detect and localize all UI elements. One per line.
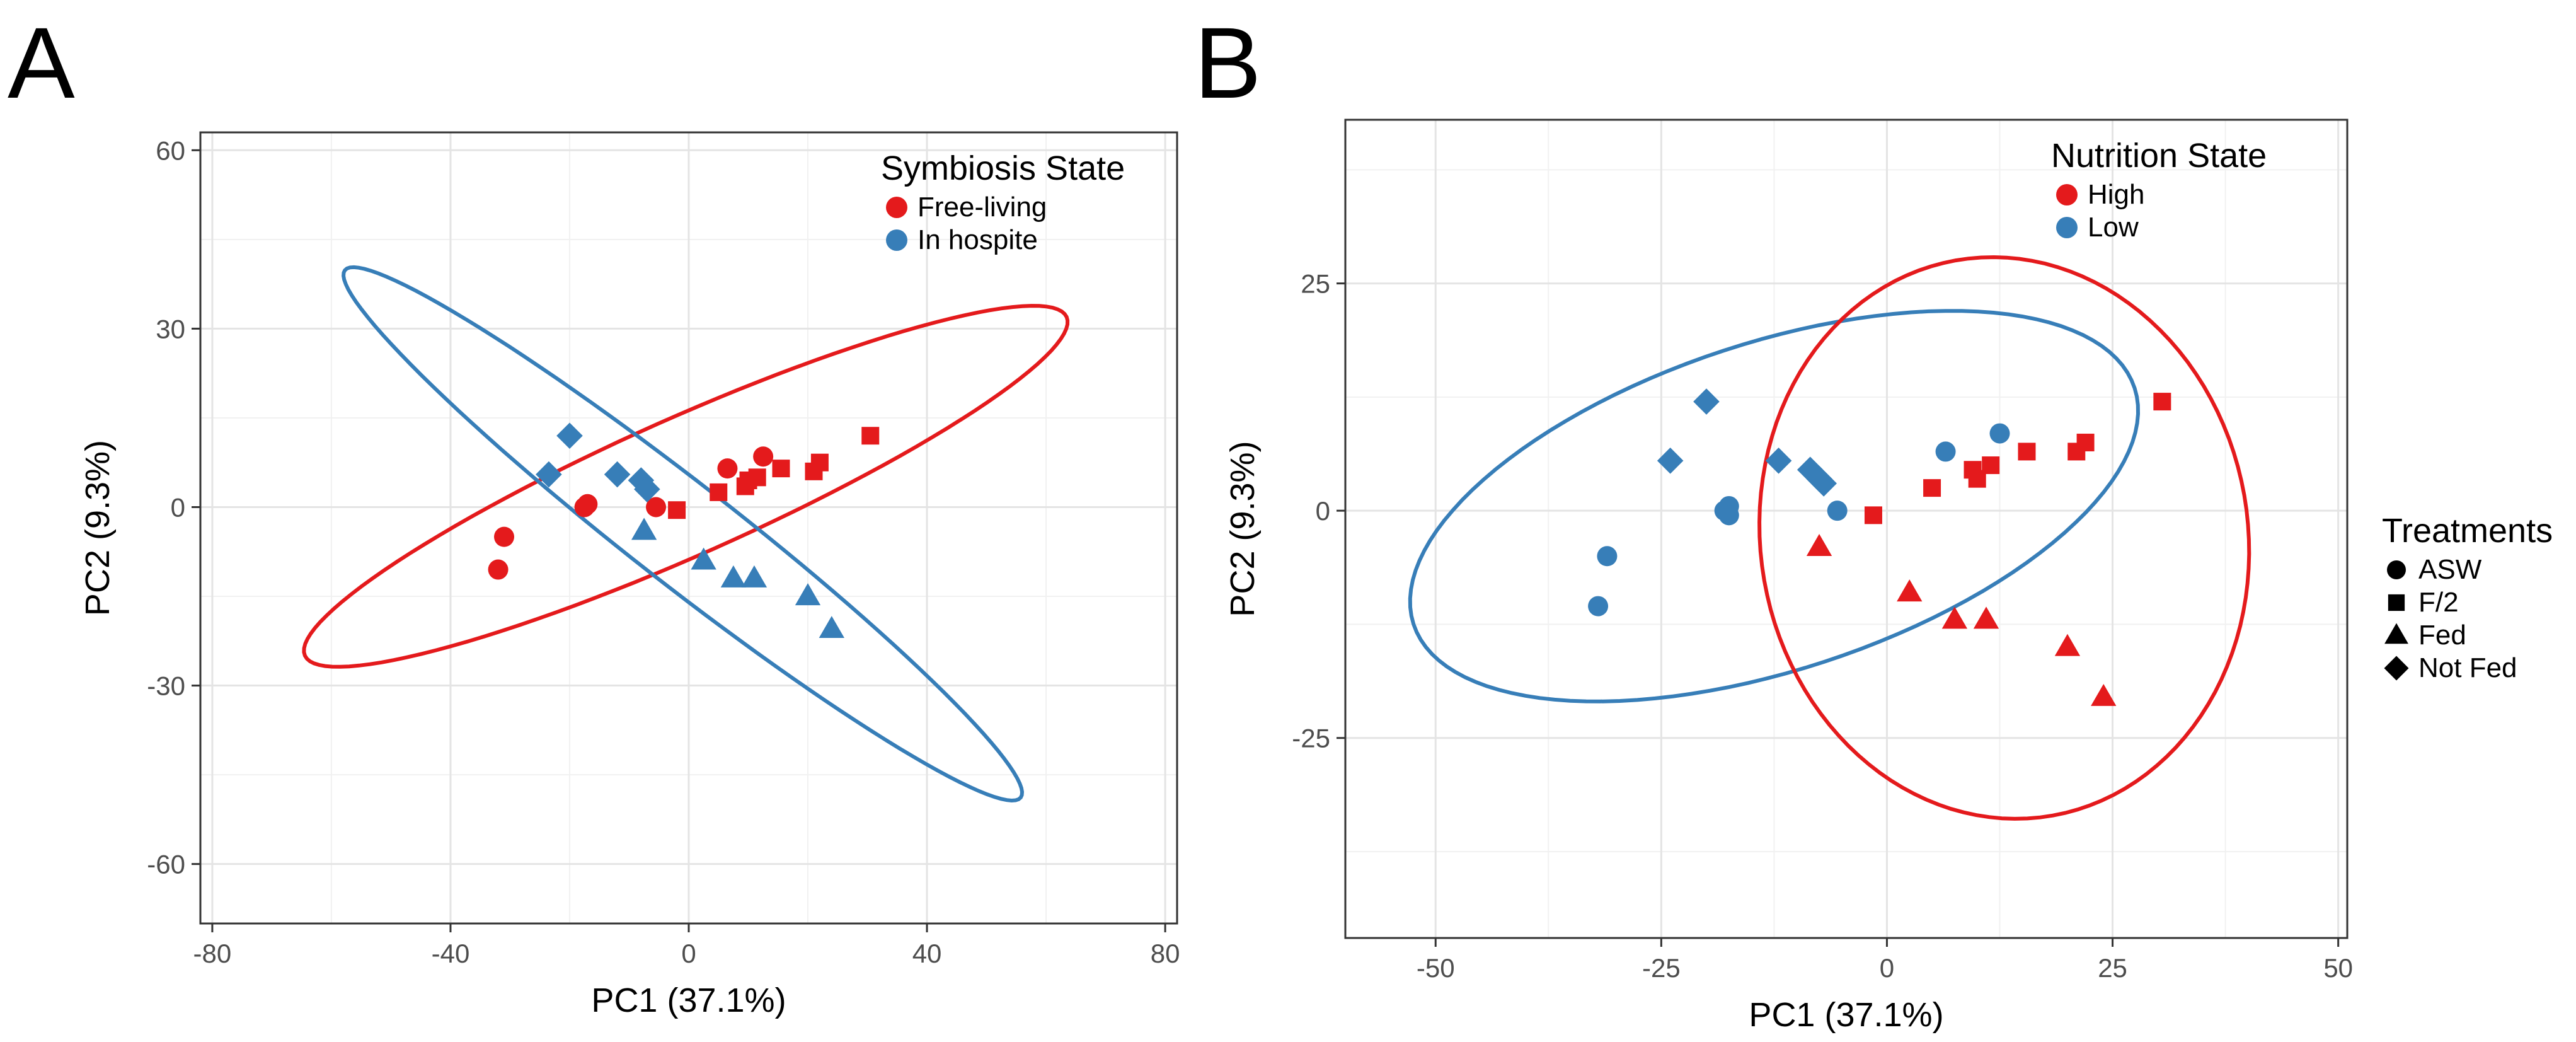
- panel-b-point-high: [1973, 606, 1999, 629]
- treatments-legend-label: Not Fed: [2418, 652, 2517, 683]
- panel-b-ellipse-high: [1757, 255, 2251, 821]
- panel-b-point-high: [2054, 634, 2081, 656]
- treatments-legend-key: [2384, 623, 2408, 644]
- panel-label-a: A: [8, 6, 75, 119]
- treatments-legend-key: [2384, 656, 2409, 681]
- panel-b-point-low: [1989, 423, 2010, 444]
- panel-a-point-free-living: [810, 453, 829, 472]
- panel-b-point-high: [1806, 534, 1832, 556]
- panel-b-legend-title: Nutrition State: [2051, 137, 2267, 175]
- panel-b-point-high: [1923, 479, 1941, 497]
- panel-a-point-free-living: [717, 458, 738, 479]
- panel-b-point-low: [1765, 448, 1792, 474]
- treatments-legend-label: ASW: [2418, 554, 2482, 585]
- panel-b-x-tick-label: 25: [2098, 953, 2127, 983]
- panel-a-point-in-hospite: [631, 518, 657, 540]
- panel-a-point-in-hospite: [536, 461, 562, 488]
- panel-b-point-high: [1982, 456, 2000, 475]
- treatments-legend-key: [2388, 594, 2405, 611]
- panel-b-y-tick-label: 0: [1316, 496, 1330, 526]
- panel-a-point-in-hospite: [691, 547, 716, 570]
- panel-b-point-high: [2091, 683, 2117, 706]
- panel-a-point-free-living: [646, 497, 667, 518]
- panel-a-point-in-hospite: [634, 476, 660, 502]
- panel-a-y-tick-label: -60: [147, 850, 185, 879]
- panel-b-point-high: [2076, 433, 2095, 451]
- panel-b-y-tick-label: -25: [1292, 724, 1330, 753]
- panel-b-x-tick-label: -50: [1417, 953, 1455, 983]
- panel-b-x-tick-label: 50: [2323, 953, 2353, 983]
- panel-a-y-tick-label: 30: [156, 314, 185, 344]
- panel-a-point-free-living: [772, 460, 790, 478]
- panel-a-x-tick-label: 80: [1151, 939, 1180, 968]
- panel-b-x-axis-title: PC1 (37.1%): [1749, 996, 1943, 1034]
- panel-a-x-tick-label: -40: [432, 939, 470, 968]
- treatments-legend-label: F/2: [2418, 587, 2459, 618]
- panel-b-x-tick-label: -25: [1642, 953, 1681, 983]
- panel-b-plot-background: [1345, 120, 2347, 938]
- panel-a-x-tick-label: -80: [193, 939, 232, 968]
- panel-a-ellipse-free-living: [302, 304, 1070, 669]
- panel-a-point-free-living: [494, 526, 515, 547]
- panel-a-point-free-living: [753, 446, 774, 467]
- panel-b-legend-key: [2056, 217, 2078, 238]
- panel-a-legend-label: Free-living: [917, 192, 1047, 223]
- panel-b-point-low: [1693, 388, 1720, 415]
- panel-a-y-tick-label: 0: [171, 492, 185, 522]
- panel-a-point-in-hospite: [556, 422, 583, 449]
- panel-a-legend-key: [886, 229, 907, 251]
- panel-b-point-low: [1588, 596, 1609, 617]
- panel-a-frame: [199, 131, 1178, 925]
- panel-a-ellipse-in-hospite: [342, 265, 1025, 803]
- panel-a-point-in-hospite: [604, 461, 631, 488]
- panel-a-point-free-living: [861, 427, 880, 445]
- panel-a-legend-title: Symbiosis State: [881, 149, 1125, 187]
- panel-b-plot: -50 -25 0 25 50 -25 0 25 PC1 (37.1%) PC2 (9.3%) Nu…: [1224, 119, 2353, 1034]
- panel-b-point-high: [1864, 506, 1882, 524]
- treatments-legend-label: Fed: [2418, 620, 2466, 651]
- panel-b-frame: [1344, 119, 2349, 939]
- panel-b-legend-key: [2056, 184, 2078, 206]
- panel-b-point-low: [1827, 501, 1848, 521]
- panel-a-plot: -80 -40 0 40 80 -60 -30 0 30 60 PC1 (37.1%) PC2 (9.…: [79, 131, 1180, 1019]
- panel-a-point-free-living: [488, 559, 509, 580]
- panel-a-point-in-hospite: [819, 616, 844, 639]
- panel-a-point-free-living: [577, 494, 598, 514]
- panel-b-point-high: [1897, 579, 1923, 602]
- panel-b-x-tick-label: 0: [1880, 953, 1894, 983]
- panel-a-x-tick-label: 40: [912, 939, 942, 968]
- panel-a-point-in-hospite: [741, 565, 768, 588]
- panel-a-point-in-hospite: [720, 565, 747, 588]
- panel-a-point-in-hospite: [795, 583, 821, 606]
- panel-b-point-high: [2153, 393, 2171, 411]
- panel-b-ellipse-low: [1408, 309, 2141, 703]
- panel-b-point-high: [1941, 606, 1968, 629]
- panel-a-y-axis-title: PC2 (9.3%): [79, 440, 117, 616]
- panel-a-legend-label: In hospite: [917, 224, 1038, 255]
- panel-b-y-tick-label: 25: [1301, 269, 1330, 299]
- panel-b-y-axis-title: PC2 (9.3%): [1224, 441, 1262, 617]
- panel-a-y-tick-label: 60: [156, 136, 185, 165]
- panel-b-point-low: [1657, 448, 1684, 474]
- panel-b-point-low: [1597, 546, 1618, 567]
- panel-a-y-tick-label: -30: [147, 671, 185, 701]
- panel-a-legend-key: [886, 197, 907, 218]
- panel-a-point-free-living: [748, 468, 766, 487]
- treatments-legend-key: [2387, 560, 2406, 579]
- panel-b-point-high: [2018, 443, 2036, 461]
- panel-a-x-tick-label: 0: [681, 939, 696, 968]
- panel-b-point-low: [1810, 470, 1837, 497]
- panel-b-legend-label: Low: [2088, 212, 2139, 243]
- panel-label-b: B: [1194, 6, 1262, 119]
- panel-b-point-low: [1935, 441, 1956, 462]
- panel-b-point-low: [1718, 505, 1739, 526]
- panel-a-point-free-living: [668, 501, 686, 519]
- panel-a-point-free-living: [710, 483, 728, 501]
- treatments-legend-title: Treatments: [2382, 512, 2553, 550]
- panel-b-legend-label: High: [2088, 179, 2145, 210]
- panel-a-x-axis-title: PC1 (37.1%): [591, 981, 786, 1019]
